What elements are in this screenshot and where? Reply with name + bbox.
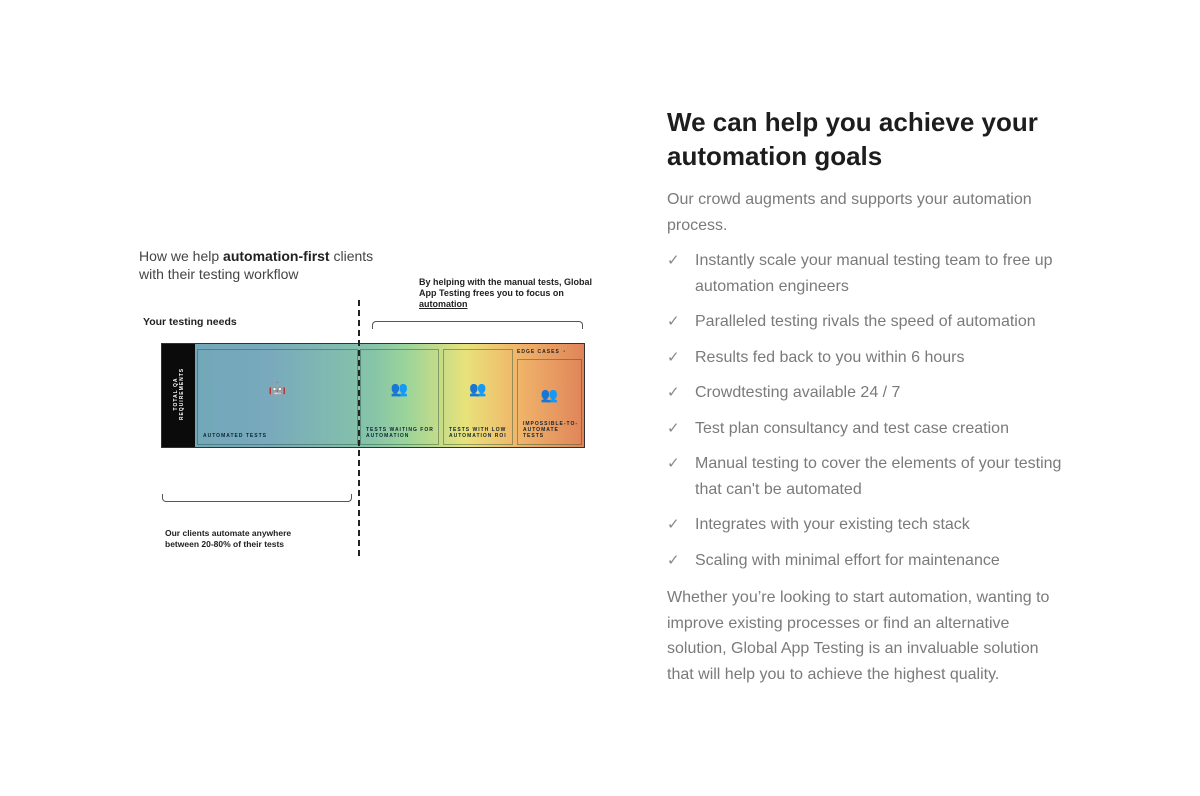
people-icon: 👥 (390, 380, 409, 397)
edge-icon: ◔ (562, 349, 567, 355)
check-icon: ✓ (667, 551, 680, 569)
diagram-title: How we help automation-first clients wit… (139, 248, 374, 282)
list-item: ✓ Integrates with your existing tech stac… (667, 512, 1067, 538)
edge-cases-label: EDGE CASES ◔ (517, 349, 567, 355)
check-icon: ✓ (667, 313, 680, 330)
clients-note: Our clients automate anywhere between 20… (165, 528, 292, 549)
check-icon: ✓ (667, 384, 680, 401)
check-icon: ✓ (667, 252, 680, 269)
people-icon: 👥 (540, 386, 559, 403)
check-icon: ✓ (667, 516, 680, 533)
automation-link[interactable]: automation (419, 299, 468, 309)
needs-label: Your testing needs (143, 316, 237, 328)
check-icon: ✓ (667, 419, 680, 437)
waiting-tests-box: 👥 TESTS WAITING FOR AUTOMATION (360, 349, 439, 445)
benefit-list: ✓ Instantly scale your manual testing tea… (667, 248, 1067, 583)
check-icon: ✓ (667, 348, 680, 366)
helping-note: By helping with the manual tests, Global… (419, 277, 593, 309)
bottom-brace (162, 494, 352, 502)
low-roi-box: 👥 TESTS WITH LOW AUTOMATION ROI (443, 349, 513, 445)
check-icon: ✓ (667, 455, 680, 472)
list-item: ✓ Scaling with minimal effort for mainten… (667, 548, 1067, 574)
automated-tests-box: 🤖 AUTOMATED TESTS (197, 349, 358, 445)
outro-text: Whether you’re looking to start automati… (667, 589, 1050, 683)
list-item: ✓ Results fed back to you within 6 hours (667, 345, 1067, 371)
list-item: ✓ Test plan consultancy and test case cre… (667, 416, 1067, 442)
total-qa-strip: TOTAL QA REQUIREMENTS (162, 344, 195, 447)
list-item: ✓ Crowdtesting available 24 / 7 (667, 380, 1067, 406)
divider-line (358, 300, 360, 556)
list-item: ✓ Manual testing to cover the elements of… (667, 451, 1067, 502)
list-item: ✓ Instantly scale your manual testing tea… (667, 248, 1067, 299)
impossible-tests-box: 👥 IMPOSSIBLE-TO-AUTOMATE TESTS (517, 359, 582, 445)
list-item: ✓ Paralleled testing rivals the speed of … (667, 309, 1067, 335)
people-icon: 👥 (469, 380, 487, 397)
qa-bar: TOTAL QA REQUIREMENTS 🤖 AUTOMATED TESTS 👥… (161, 343, 585, 448)
top-brace (372, 321, 583, 329)
heading: We can help you achieve your automation … (667, 107, 1038, 171)
intro-text: Our crowd augments and supports your aut… (667, 191, 1032, 234)
robot-icon: 🤖 (268, 380, 287, 397)
